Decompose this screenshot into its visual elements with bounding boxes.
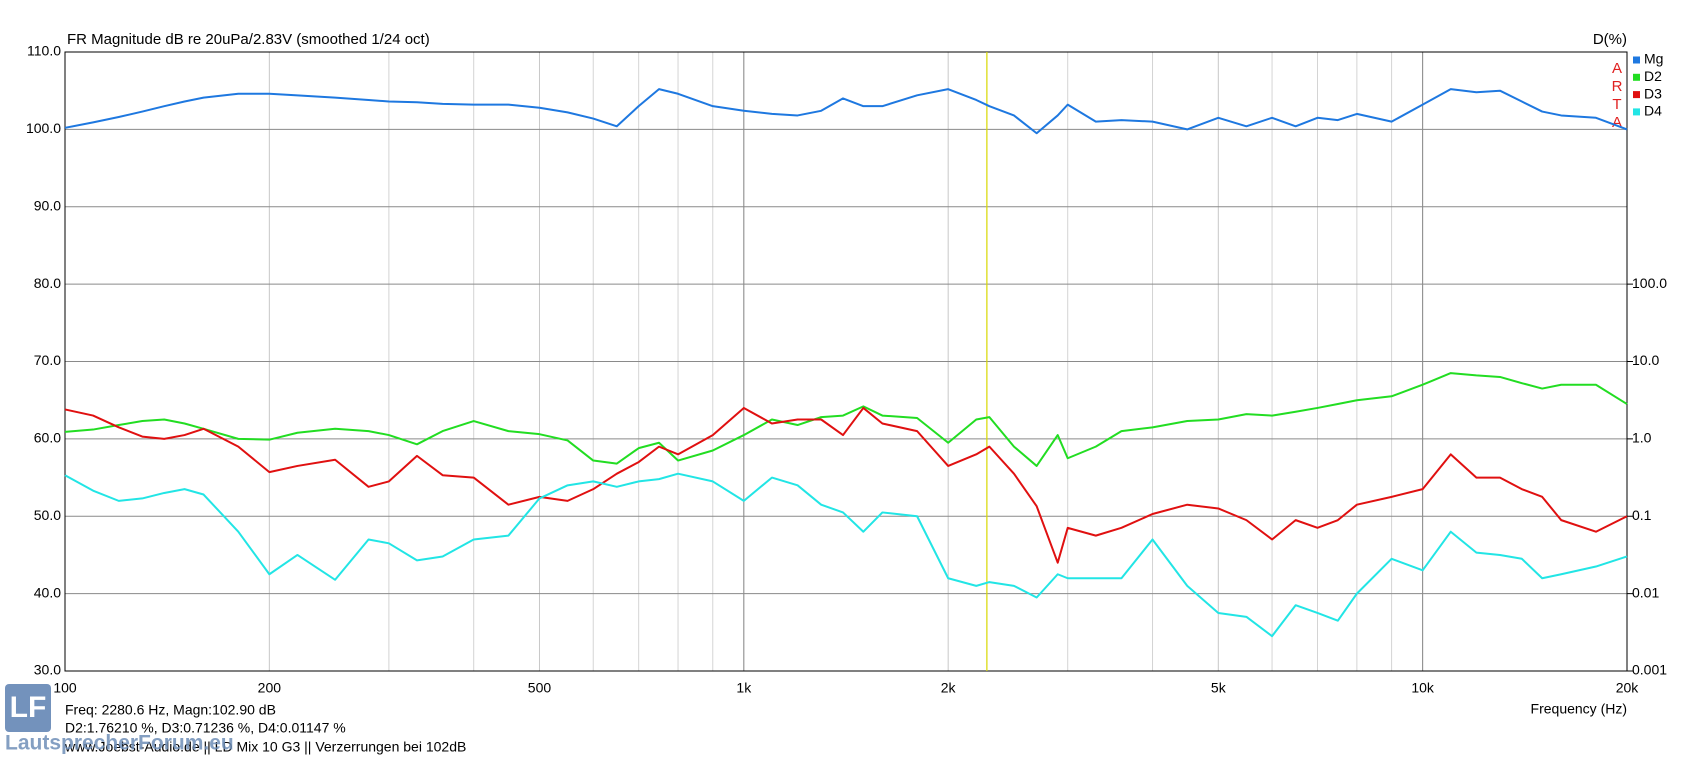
x-tick-label: 500 [528,680,552,696]
legend-label: D2 [1644,68,1662,84]
readout-line: D2:1.76210 %, D3:0.71236 %, D4:0.01147 % [65,720,346,736]
y2-tick-label: 0.001 [1632,662,1667,678]
series-line [64,406,1628,564]
logo-box [5,684,51,732]
chart-title: FR Magnitude dB re 20uPa/2.83V (smoothed… [67,31,430,48]
legend-swatch [1633,91,1640,99]
x-tick-label: 5k [1211,680,1227,696]
y2-tick-label: 1.0 [1632,430,1652,446]
y2-tick-label: 0.1 [1632,507,1652,523]
logo: LF [10,691,47,724]
y-tick-label: 40.0 [34,584,61,600]
series-line [64,88,1628,135]
series-line [64,472,1628,638]
y-tick-label: 100.0 [26,120,61,136]
x-tick-label: 1k [736,680,752,696]
legend-label: Mg [1644,51,1663,67]
y-tick-label: 70.0 [34,352,61,368]
y-tick-label: 110.0 [27,43,61,59]
x-tick-label: 2k [941,680,957,696]
x-tick-label: 100 [53,680,77,696]
readout-line: www.Joebst-Audio.de || LD Mix 10 G3 || V… [64,739,466,755]
y-tick-label: 30.0 [34,662,61,678]
y-tick-label: 80.0 [34,275,61,291]
y-tick-label: 60.0 [34,430,61,446]
legend-label: D4 [1644,103,1662,119]
legend-swatch [1633,73,1640,81]
y-tick-label: 50.0 [34,507,61,523]
plot-frame [64,51,1628,672]
y2-tick-label: 10.0 [1632,352,1659,368]
x-tick-label: 200 [258,680,282,696]
y-tick-label: 90.0 [34,197,61,213]
y2-title: D(%) [1593,31,1627,48]
readout-line: Freq: 2280.6 Hz, Magn:102.90 dB [65,702,276,718]
y2-tick-label: 100.0 [1632,275,1667,291]
series-line [64,372,1628,467]
plot-area: 100 200 500 1k 2k 5k 10k 20k 30.0 40.0 50.0 60.0 70.… [26,43,1667,696]
brand: ARTA [1609,60,1626,132]
x-tick-label: 10k [1411,680,1435,696]
y2-tick-label: 0.01 [1632,584,1659,600]
watermark: LautsprecherForum.eu [5,732,234,755]
legend-swatch [1633,108,1640,116]
legend-swatch [1633,56,1640,64]
x-tick-label: 20k [1616,680,1640,696]
legend-label: D3 [1644,85,1662,101]
x-axis-label: Frequency (Hz) [1531,701,1627,717]
